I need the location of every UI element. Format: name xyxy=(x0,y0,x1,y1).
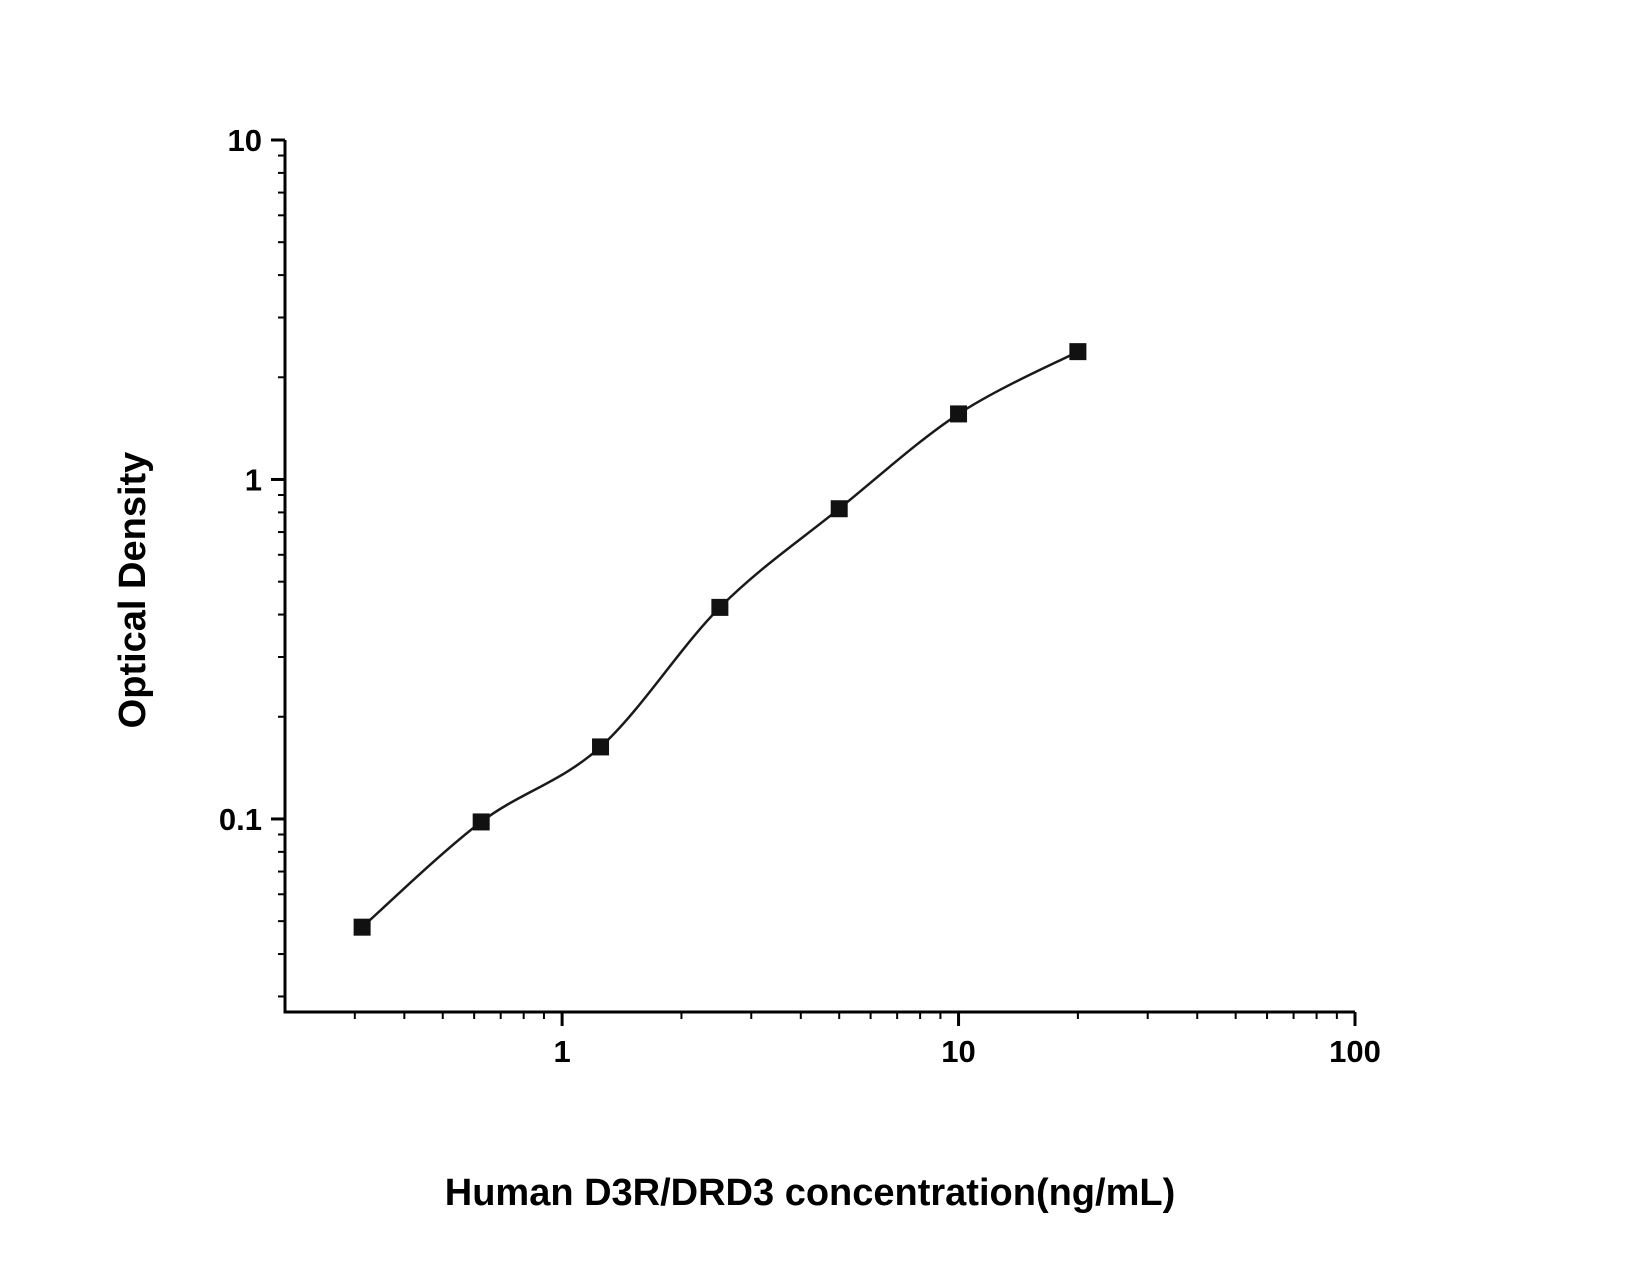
data-point-marker xyxy=(592,738,610,756)
data-point-marker xyxy=(950,405,968,423)
fit-curve xyxy=(361,350,1079,929)
x-tick-label: 1 xyxy=(553,1034,570,1069)
data-point-marker xyxy=(1069,343,1087,361)
y-tick-label: 0.1 xyxy=(219,802,262,837)
y-tick-label: 10 xyxy=(228,123,262,158)
x-tick-label: 10 xyxy=(941,1034,975,1069)
y-tick-label: 1 xyxy=(245,462,262,497)
data-point-marker xyxy=(711,598,729,616)
y-axis-title: Optical Density xyxy=(112,452,154,729)
data-point-marker xyxy=(353,918,371,936)
plot-generated-layer: 1 10 100 0.1 1 10 xyxy=(219,123,1381,1069)
x-tick-label: 100 xyxy=(1329,1034,1381,1069)
data-point-marker xyxy=(472,813,490,831)
x-axis-title: Human D3R/DRD3 concentration(ng/mL) xyxy=(445,1172,1175,1214)
data-point-marker xyxy=(830,500,848,518)
